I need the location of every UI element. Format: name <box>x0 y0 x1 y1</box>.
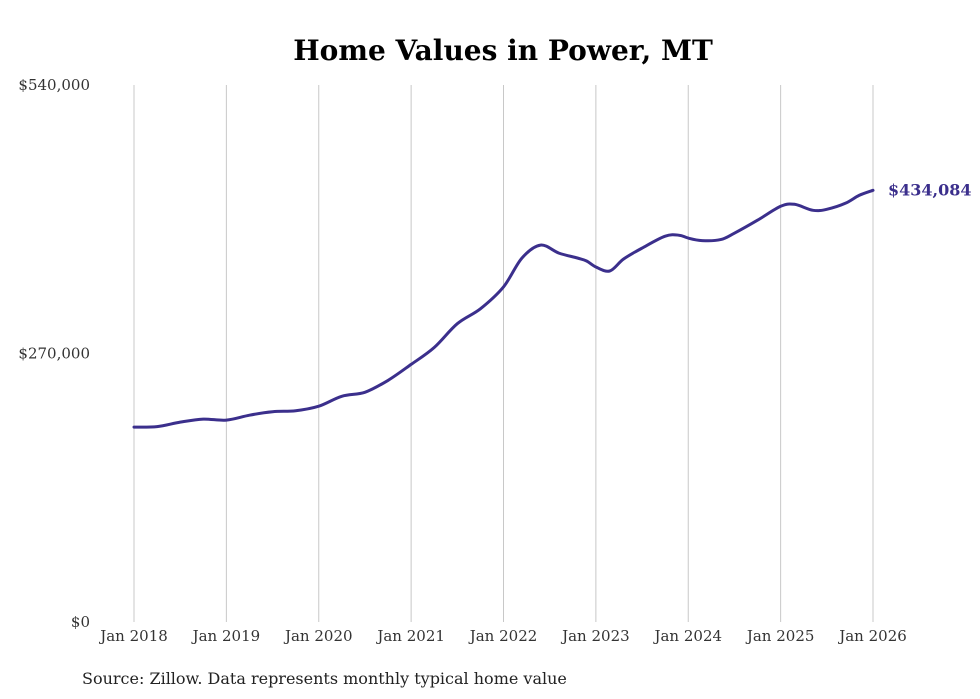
y-tick-label: $270,000 <box>18 345 90 363</box>
chart-title: Home Values in Power, MT <box>293 34 713 67</box>
end-value-label: $434,084 <box>888 180 972 199</box>
y-axis-tick-labels: $0 $270,000 $540,000 <box>18 76 90 631</box>
source-note: Source: Zillow. Data represents monthly … <box>82 669 567 688</box>
x-tick-label: Jan 2018 <box>98 627 168 645</box>
x-tick-label: Jan 2020 <box>283 627 353 645</box>
y-tick-label: $0 <box>71 613 90 631</box>
x-tick-label: Jan 2025 <box>745 627 815 645</box>
x-tick-label: Jan 2026 <box>837 627 907 645</box>
y-tick-label: $540,000 <box>18 76 90 94</box>
vertical-gridlines <box>133 85 874 622</box>
series-line <box>132 188 875 429</box>
x-tick-label: Jan 2022 <box>468 627 538 645</box>
x-tick-label: Jan 2021 <box>375 627 445 645</box>
x-tick-label: Jan 2024 <box>652 627 722 645</box>
x-tick-label: Jan 2023 <box>560 627 630 645</box>
x-tick-label: Jan 2019 <box>191 627 261 645</box>
x-axis-tick-labels: Jan 2018 Jan 2019 Jan 2020 Jan 2021 Jan 2022… <box>98 627 907 645</box>
